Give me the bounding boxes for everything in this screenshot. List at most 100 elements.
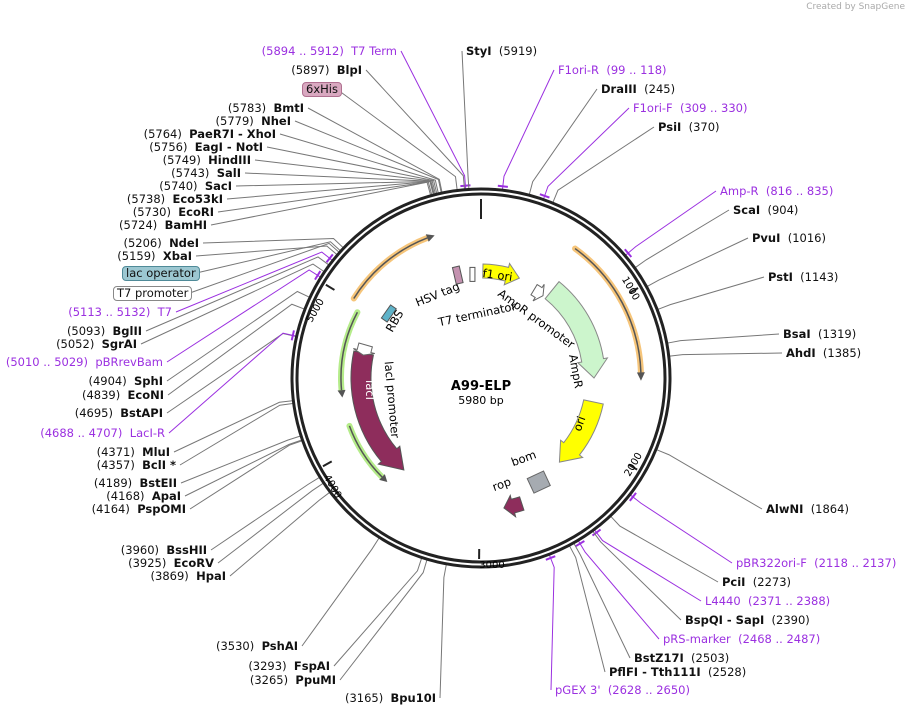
site-label-sphi[interactable]: (4904) SphI bbox=[88, 374, 163, 388]
site-label-pflfi-tth111i[interactable]: PflFI - Tth111I (2528) bbox=[609, 665, 746, 679]
site-label-bpu10i[interactable]: (3165) Bpu10I bbox=[345, 691, 436, 705]
primer-label-pbrrevbam[interactable]: (5010 .. 5029) pBRrevBam bbox=[6, 355, 163, 369]
feature-laci-promoter[interactable] bbox=[353, 342, 375, 356]
label-range: (99 .. 118) bbox=[606, 63, 666, 77]
site-label-ecorv[interactable]: (3925) EcoRV bbox=[128, 556, 214, 570]
site-label-sali[interactable]: (5743) SalI bbox=[171, 166, 241, 180]
site-label-scai[interactable]: ScaI (904) bbox=[733, 203, 798, 217]
label-name: ScaI bbox=[733, 203, 760, 217]
site-label-pspomi[interactable]: (4164) PspOMI bbox=[92, 502, 186, 516]
leader-line bbox=[279, 133, 439, 193]
feature-ampr-promoter[interactable] bbox=[530, 283, 545, 302]
site-label-ndei[interactable]: (5206) NdeI bbox=[124, 236, 200, 250]
label-name: F1ori-F bbox=[633, 101, 673, 115]
label-pos: (5724) bbox=[119, 218, 157, 232]
site-label-bglii[interactable]: (5093) BglII bbox=[67, 324, 142, 338]
feature-rop[interactable] bbox=[503, 493, 525, 518]
site-label-apai[interactable]: (4168) ApaI bbox=[106, 489, 181, 503]
primer-label-l4440[interactable]: L4440 (2371 .. 2388) bbox=[705, 594, 830, 608]
site-label-mlui[interactable]: (4371) MluI bbox=[97, 445, 170, 459]
label-name: EcoRV bbox=[174, 556, 214, 570]
spacer bbox=[132, 476, 139, 490]
site-label-eco53ki[interactable]: (5738) Eco53kI bbox=[127, 192, 223, 206]
site-label-bstapi[interactable]: (4695) BstAPI bbox=[75, 406, 163, 420]
label-pos: (5159) bbox=[117, 249, 155, 263]
label-range: (2371 .. 2388) bbox=[748, 594, 830, 608]
feature-hsv-tag[interactable] bbox=[451, 265, 464, 285]
site-label-fspai[interactable]: (3293) FspAI bbox=[248, 659, 330, 673]
site-label-saci[interactable]: (5740) SacI bbox=[159, 179, 232, 193]
label-name: StyI bbox=[466, 44, 492, 58]
label-pos: (5783) bbox=[228, 101, 266, 115]
feature-laci[interactable] bbox=[350, 350, 405, 471]
leader-line bbox=[226, 180, 434, 200]
primer-label-pbr322ori-f[interactable]: pBR322ori-F (2118 .. 2137) bbox=[736, 556, 896, 570]
site-label-pshai[interactable]: (3530) PshAI bbox=[216, 639, 298, 653]
feature-label-lac-operator[interactable]: lac operator bbox=[122, 266, 200, 281]
site-label-hindiii[interactable]: (5749) HindIII bbox=[163, 153, 251, 167]
leader-line bbox=[195, 245, 338, 257]
site-label-bamhi[interactable]: (5724) BamHI bbox=[119, 218, 207, 232]
feature-ori[interactable] bbox=[558, 399, 604, 463]
site-label-ahdi[interactable]: AhdI (1385) bbox=[786, 346, 861, 360]
label-range: (816 .. 835) bbox=[766, 184, 834, 198]
site-label-draiii[interactable]: DraIII (245) bbox=[601, 82, 675, 96]
feature-bom[interactable] bbox=[526, 470, 551, 494]
primer-label-pgex-3-[interactable]: pGEX 3' (2628 .. 2650) bbox=[555, 683, 690, 697]
site-label-hpai[interactable]: (3869) HpaI bbox=[151, 569, 226, 583]
site-label-ppumi[interactable]: (3265) PpuMI bbox=[250, 673, 336, 687]
label-name: Eco53kI bbox=[172, 192, 223, 206]
label-pos: (4189) bbox=[94, 476, 132, 490]
label-pos: (5206) bbox=[124, 236, 162, 250]
primer-label-f1ori-r[interactable]: F1ori-R (99 .. 118) bbox=[558, 63, 667, 77]
primer-label-amp-r[interactable]: Amp-R (816 .. 835) bbox=[720, 184, 833, 198]
feature-f1-ori[interactable] bbox=[482, 262, 521, 286]
site-label-bcli-[interactable]: (4357) BclI * bbox=[97, 458, 176, 472]
site-label-xbai[interactable]: (5159) XbaI bbox=[117, 249, 192, 263]
site-label-pvui[interactable]: PvuI (1016) bbox=[752, 231, 826, 245]
site-label-psti[interactable]: PstI (1143) bbox=[768, 270, 838, 284]
label-name: BmtI bbox=[273, 101, 304, 115]
spacer bbox=[793, 270, 800, 284]
spacer bbox=[344, 44, 351, 58]
primer-label-f1ori-f[interactable]: F1ori-F (309 .. 330) bbox=[633, 101, 747, 115]
feature-t7-terminator[interactable] bbox=[469, 266, 476, 282]
feature-rbs[interactable] bbox=[380, 304, 397, 323]
site-label-bstz17i[interactable]: BstZ17I (2503) bbox=[634, 651, 729, 665]
leader-line bbox=[210, 181, 431, 226]
primer-label-t7-term[interactable]: (5894 .. 5912) T7 Term bbox=[262, 44, 397, 58]
site-label-psii[interactable]: PsiI (370) bbox=[658, 120, 720, 134]
primer-label-laci-r[interactable]: (4688 .. 4707) LacI-R bbox=[40, 426, 165, 440]
site-label-nhei[interactable]: (5779) NheI bbox=[216, 114, 291, 128]
spacer bbox=[681, 120, 688, 134]
site-label-bsteii[interactable]: (4189) BstEII bbox=[94, 476, 177, 490]
label-pos: (4904) bbox=[88, 374, 126, 388]
site-label-bspqi-sapi[interactable]: BspQI - SapI (2390) bbox=[685, 613, 810, 627]
site-label-styi[interactable]: StyI (5919) bbox=[466, 44, 537, 58]
site-label-ecori[interactable]: (5730) EcoRI bbox=[133, 205, 214, 219]
tick-mark bbox=[325, 283, 335, 291]
site-label-blpi[interactable]: (5897) BlpI bbox=[291, 63, 362, 77]
site-label-sgrai[interactable]: (5052) SgrAI bbox=[56, 337, 137, 351]
leader-line bbox=[186, 242, 340, 295]
site-label-bmti[interactable]: (5783) BmtI bbox=[228, 101, 304, 115]
feature-label-t7-promoter[interactable]: T7 promoter bbox=[113, 286, 193, 301]
tick-mark bbox=[628, 287, 639, 294]
site-label-bsai[interactable]: BsaI (1319) bbox=[783, 327, 856, 341]
label-pos: (5730) bbox=[133, 205, 171, 219]
site-label-alwni[interactable]: AlwNI (1864) bbox=[766, 502, 849, 516]
label-pos: (1864) bbox=[811, 502, 849, 516]
leader-line bbox=[669, 352, 783, 357]
feature-label-6xhis[interactable]: 6xHis bbox=[302, 82, 342, 97]
spacer bbox=[127, 374, 134, 388]
feature-ampr[interactable] bbox=[544, 280, 609, 379]
site-label-econi[interactable]: (4839) EcoNI bbox=[82, 388, 164, 402]
primer-label-prs-marker[interactable]: pRS-marker (2468 .. 2487) bbox=[663, 632, 820, 646]
primer-label-t7[interactable]: (5113 .. 5132) T7 bbox=[68, 305, 172, 319]
label-pos: (5743) bbox=[171, 166, 209, 180]
site-label-pcii[interactable]: PciI (2273) bbox=[722, 575, 791, 589]
site-label-eagi-noti[interactable]: (5756) EagI - NotI bbox=[149, 140, 263, 154]
site-label-bsshii[interactable]: (3960) BssHII bbox=[121, 543, 207, 557]
site-label-paer7i-xhoi[interactable]: (5764) PaeR7I - XhoI bbox=[144, 127, 276, 141]
label-name: MluI bbox=[142, 445, 170, 459]
